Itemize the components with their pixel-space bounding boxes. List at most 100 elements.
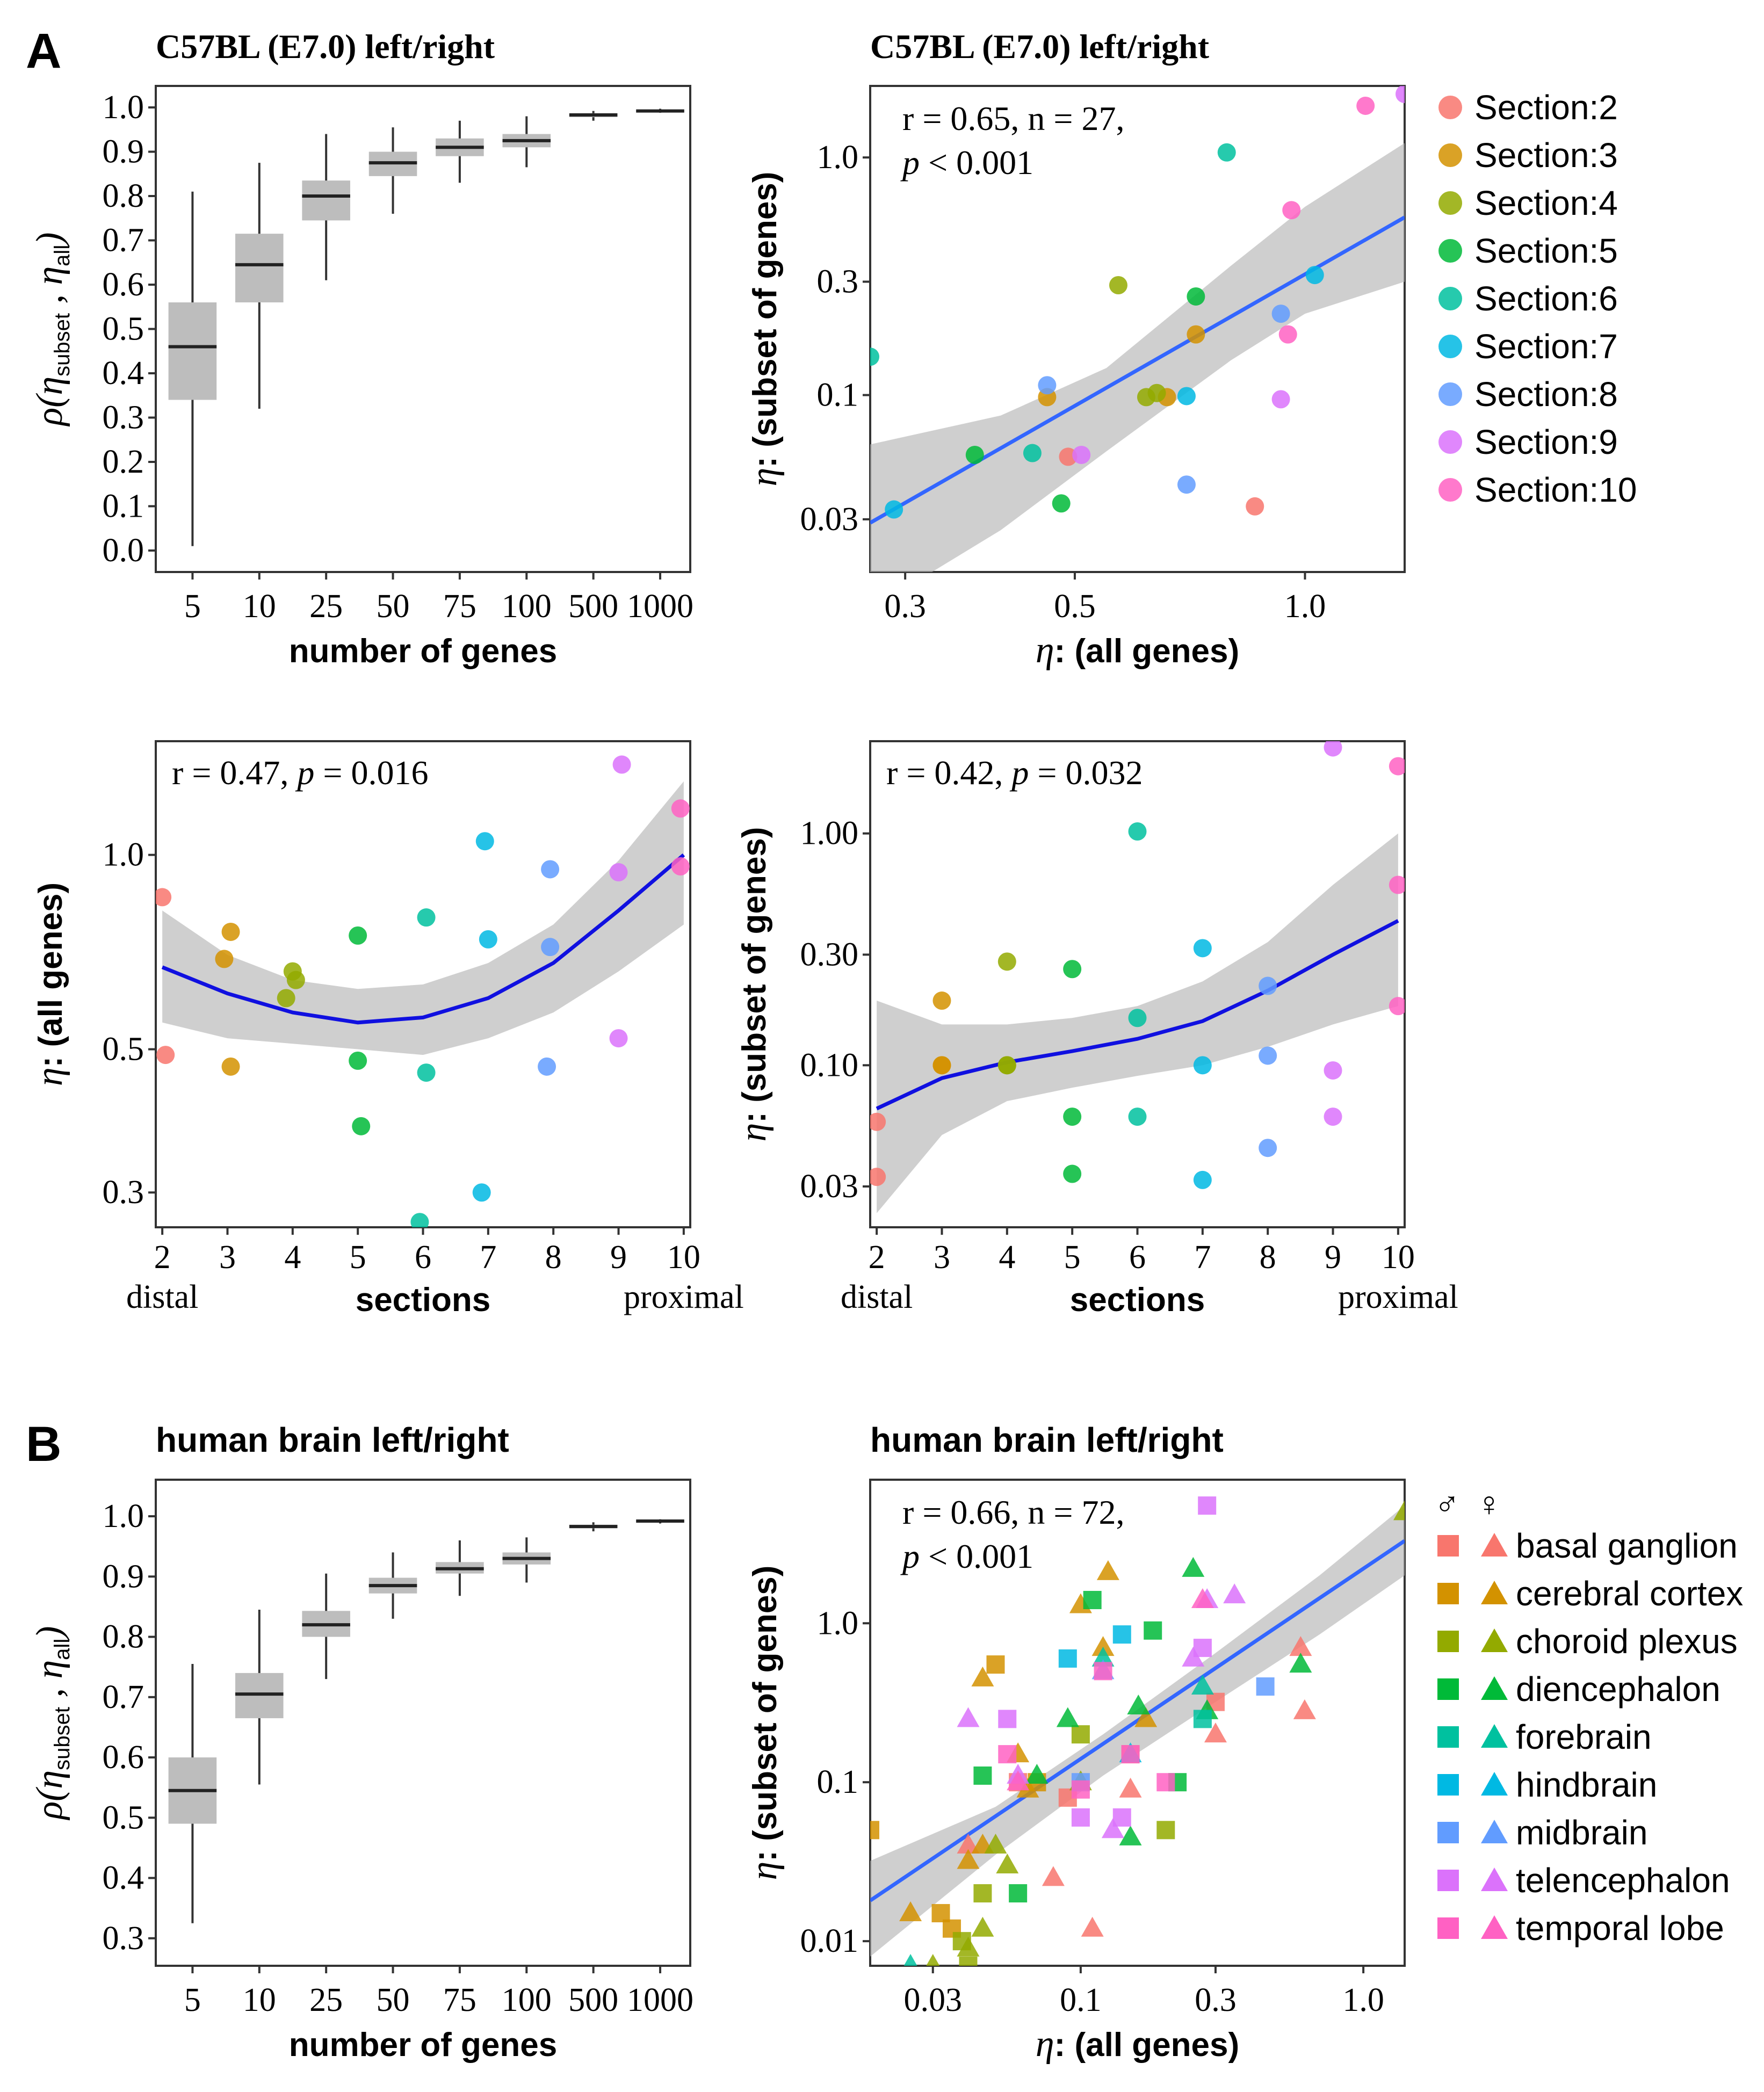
data-point-male — [1071, 1780, 1090, 1799]
y-tick-label: 0.9 — [103, 134, 144, 170]
x-tick-label: 75 — [443, 588, 476, 625]
y-axis-label: η: (subset of genes) — [743, 1566, 785, 1880]
plot-area — [870, 741, 1405, 1213]
legend-label: Section:7 — [1474, 327, 1618, 366]
y-tick-label: 0.03 — [800, 501, 859, 538]
box-body — [235, 234, 284, 302]
x-tick-label: 8 — [545, 1239, 562, 1276]
data-point — [1193, 1170, 1212, 1189]
legend-label: Section:4 — [1474, 184, 1618, 222]
data-point-female — [1182, 1557, 1205, 1577]
x-tick-label: 10 — [243, 588, 276, 625]
x-tick-label: 1000 — [627, 1982, 693, 2018]
x-tick-label: 50 — [377, 1982, 410, 2018]
data-point — [1271, 390, 1290, 409]
smooth-fit-line — [161, 853, 685, 1025]
legend-swatch — [1438, 382, 1462, 406]
legend-swatch-male — [1437, 1535, 1459, 1557]
legend-label: Section:10 — [1474, 470, 1637, 509]
y-tick-label: 0.4 — [103, 355, 144, 392]
stats-annotation: r = 0.66, n = 72, — [902, 1493, 1125, 1531]
confidence-band — [870, 143, 1405, 572]
data-point — [870, 1168, 886, 1186]
legend-swatch — [1438, 96, 1462, 119]
y-tick-label: 0.3 — [817, 263, 859, 300]
y-tick-label: 0.5 — [103, 1031, 144, 1068]
y-axis-label: ρ(ηsubset , ηall) — [29, 232, 74, 426]
panel-label-b: B — [26, 1417, 61, 1472]
data-point-female — [957, 1936, 980, 1957]
y-tick-label: 0.3 — [103, 1920, 144, 1957]
legend: Section:2 Section:3 Section:4 Section:5 Sect… — [1438, 88, 1637, 509]
data-point-female — [926, 1954, 940, 1966]
x-tick-label: 100 — [502, 1982, 552, 2018]
y-tick-label: 0.30 — [800, 936, 859, 973]
data-point — [221, 1057, 240, 1076]
chart-title: C57BL (E7.0) left/right — [156, 27, 495, 66]
y-tick-label: 0.0 — [103, 532, 144, 569]
data-point — [1187, 325, 1205, 344]
data-point-female — [1204, 1722, 1227, 1743]
data-point — [349, 1051, 367, 1070]
data-point — [1038, 376, 1057, 395]
data-point — [156, 888, 172, 907]
data-point — [475, 832, 494, 851]
box-body — [168, 302, 217, 400]
stats-annotation-p: p < 0.001 — [900, 1537, 1033, 1575]
data-point-male — [1121, 1745, 1140, 1764]
data-point — [1023, 444, 1042, 462]
y-tick-label: 1.0 — [103, 837, 144, 873]
legend-label: Section:9 — [1474, 423, 1618, 461]
y-tick-label: 0.6 — [103, 1739, 144, 1776]
y-tick-label: 0.5 — [103, 311, 144, 348]
data-point-male — [1071, 1808, 1090, 1827]
legend-swatch — [1438, 239, 1462, 263]
box-body — [302, 180, 350, 221]
data-point — [286, 971, 305, 989]
legend-swatch — [1438, 287, 1462, 310]
y-axis-label: ρ(ηsubset , ηall) — [29, 1626, 74, 1820]
data-point-female — [957, 1707, 980, 1727]
data-point-male — [998, 1710, 1017, 1728]
data-point — [417, 908, 436, 927]
x-tick-label: 1.0 — [1284, 588, 1326, 625]
data-point — [1187, 287, 1205, 306]
chart-title: C57BL (E7.0) left/right — [870, 27, 1210, 66]
data-point — [1128, 1009, 1147, 1027]
y-axis-label: η: (subset of genes) — [743, 172, 785, 487]
x-tick-label: 10 — [1382, 1239, 1415, 1276]
legend-swatch-male — [1437, 1870, 1459, 1891]
data-point-female — [1042, 1866, 1065, 1886]
legend-swatch-male — [1437, 1726, 1459, 1748]
x-tick-label: 9 — [1325, 1239, 1341, 1276]
data-point — [277, 989, 295, 1008]
x-tick-label: 7 — [1194, 1239, 1211, 1276]
data-point-female — [1191, 1588, 1214, 1609]
legend-label: Section:5 — [1474, 231, 1618, 270]
legend-label: diencephalon — [1516, 1670, 1720, 1709]
x-tick-label: 25 — [309, 588, 343, 625]
plot-area — [156, 755, 690, 1227]
data-point-female — [1119, 1825, 1142, 1845]
y-tick-label: 1.0 — [103, 1498, 144, 1534]
data-point-male — [1094, 1662, 1112, 1681]
data-point — [1259, 976, 1277, 995]
y-tick-label: 0.7 — [103, 222, 144, 259]
data-point-male — [931, 1904, 950, 1923]
x-axis-label: number of genes — [289, 2026, 558, 2064]
data-point — [1147, 383, 1166, 402]
legend-swatch-male — [1437, 1822, 1459, 1843]
data-point — [1063, 1164, 1082, 1183]
x-tick-label: 2 — [869, 1239, 885, 1276]
x-tick-label: 0.3 — [884, 588, 926, 625]
x-tick-label: 100 — [502, 588, 552, 625]
data-point-female — [1134, 1707, 1158, 1727]
legend-swatch-female — [1481, 1533, 1508, 1557]
x-tick-label: 8 — [1260, 1239, 1276, 1276]
legend-label: midbrain — [1516, 1813, 1647, 1852]
data-point — [410, 1213, 429, 1227]
data-point-male — [1198, 1496, 1217, 1515]
data-point-female — [1182, 1646, 1205, 1667]
data-point — [1128, 1107, 1147, 1126]
